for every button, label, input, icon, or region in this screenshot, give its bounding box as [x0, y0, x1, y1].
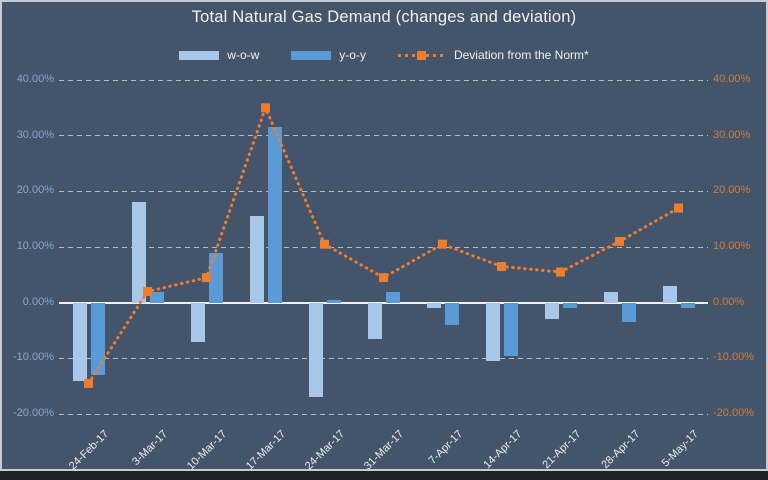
chart-title: Total Natural Gas Demand (changes and de…: [191, 8, 577, 26]
y-axis-right-tick: -10.00%: [713, 351, 754, 364]
bar-w-o-w-28-Apr-17: [603, 291, 618, 303]
legend-item-deviation: Deviation from the Norm*: [397, 48, 589, 62]
gridline: [59, 190, 708, 192]
y-axis-left-tick: -20.00%: [13, 407, 54, 419]
bar-y-o-y-28-Apr-17: [621, 302, 636, 323]
bar-y-o-y-7-Apr-17: [444, 302, 459, 325]
deviation-marker: [497, 261, 506, 271]
bar-y-o-y-10-Mar-17: [208, 252, 223, 303]
deviation-marker: [84, 378, 93, 388]
deviation-marker: [261, 103, 270, 113]
gridline: [59, 246, 708, 248]
legend-swatch-deviation-icon: [397, 50, 446, 60]
y-axis-right-tick: 20.00%: [713, 184, 751, 197]
deviation-line: [87, 103, 680, 385]
legend-swatch-wow-icon: [179, 50, 220, 60]
bar-w-o-w-31-Mar-17: [367, 302, 382, 339]
y-axis-right-tick: 40.00%: [713, 73, 751, 85]
legend-label-wow: w-o-w: [227, 48, 260, 62]
bar-y-o-y-17-Mar-17: [267, 127, 282, 303]
y-axis-left-tick: 40.00%: [16, 73, 54, 85]
y-axis-left-tick: 20.00%: [16, 184, 54, 197]
bar-w-o-w-7-Apr-17: [426, 302, 441, 309]
bar-w-o-w-24-Mar-17: [308, 302, 323, 398]
bar-y-o-y-3-Mar-17: [149, 291, 164, 303]
y-axis-left-tick: -10.00%: [13, 351, 54, 364]
y-axis-right-tick: -20.00%: [713, 407, 754, 419]
bar-y-o-y-24-Feb-17: [90, 302, 105, 376]
gridline: [59, 357, 708, 359]
legend-item-yoy: y-o-y: [291, 48, 366, 62]
bar-y-o-y-24-Mar-17: [326, 299, 341, 303]
deviation-marker: [202, 273, 211, 283]
legend-label-yoy: y-o-y: [339, 48, 366, 62]
y-axis-left-tick: 0.00%: [22, 295, 54, 308]
deviation-marker: [379, 273, 388, 283]
y-axis-right-tick: 10.00%: [713, 240, 751, 252]
y-axis-right-tick: 30.00%: [713, 128, 751, 141]
legend-item-wow: w-o-w: [179, 48, 259, 62]
bar-w-o-w-5-May-17: [662, 285, 677, 303]
bar-w-o-w-21-Apr-17: [544, 302, 559, 320]
deviation-marker: [615, 236, 624, 246]
deviation-marker: [556, 267, 565, 277]
gridline: [59, 135, 708, 137]
deviation-marker: [674, 203, 683, 213]
bar-w-o-w-14-Apr-17: [485, 302, 500, 362]
y-axis-right-tick: 0.00%: [713, 295, 745, 308]
bar-y-o-y-14-Apr-17: [503, 302, 518, 356]
gridline: [59, 79, 708, 81]
bar-y-o-y-31-Mar-17: [385, 291, 400, 303]
bar-w-o-w-3-Mar-17: [131, 202, 146, 303]
y-axis-left-tick: 10.00%: [16, 240, 54, 252]
bar-y-o-y-21-Apr-17: [562, 302, 577, 309]
bar-y-o-y-5-May-17: [680, 302, 695, 309]
y-axis-left-tick: 30.00%: [16, 128, 54, 141]
window-edge: [0, 471, 768, 480]
legend: w-o-w y-o-y Deviation from the Norm*: [0, 48, 768, 62]
deviation-marker: [320, 239, 329, 249]
legend-label-deviation: Deviation from the Norm*: [453, 48, 589, 62]
bar-w-o-w-10-Mar-17: [190, 302, 205, 342]
zero-axis-line: [59, 301, 708, 304]
deviation-marker: [143, 287, 152, 297]
gridline: [59, 413, 708, 415]
square-marker-icon: [416, 50, 426, 60]
deviation-marker: [438, 239, 447, 249]
bar-w-o-w-24-Feb-17: [72, 302, 87, 381]
legend-swatch-yoy-icon: [291, 50, 332, 60]
bar-w-o-w-17-Mar-17: [249, 216, 264, 303]
